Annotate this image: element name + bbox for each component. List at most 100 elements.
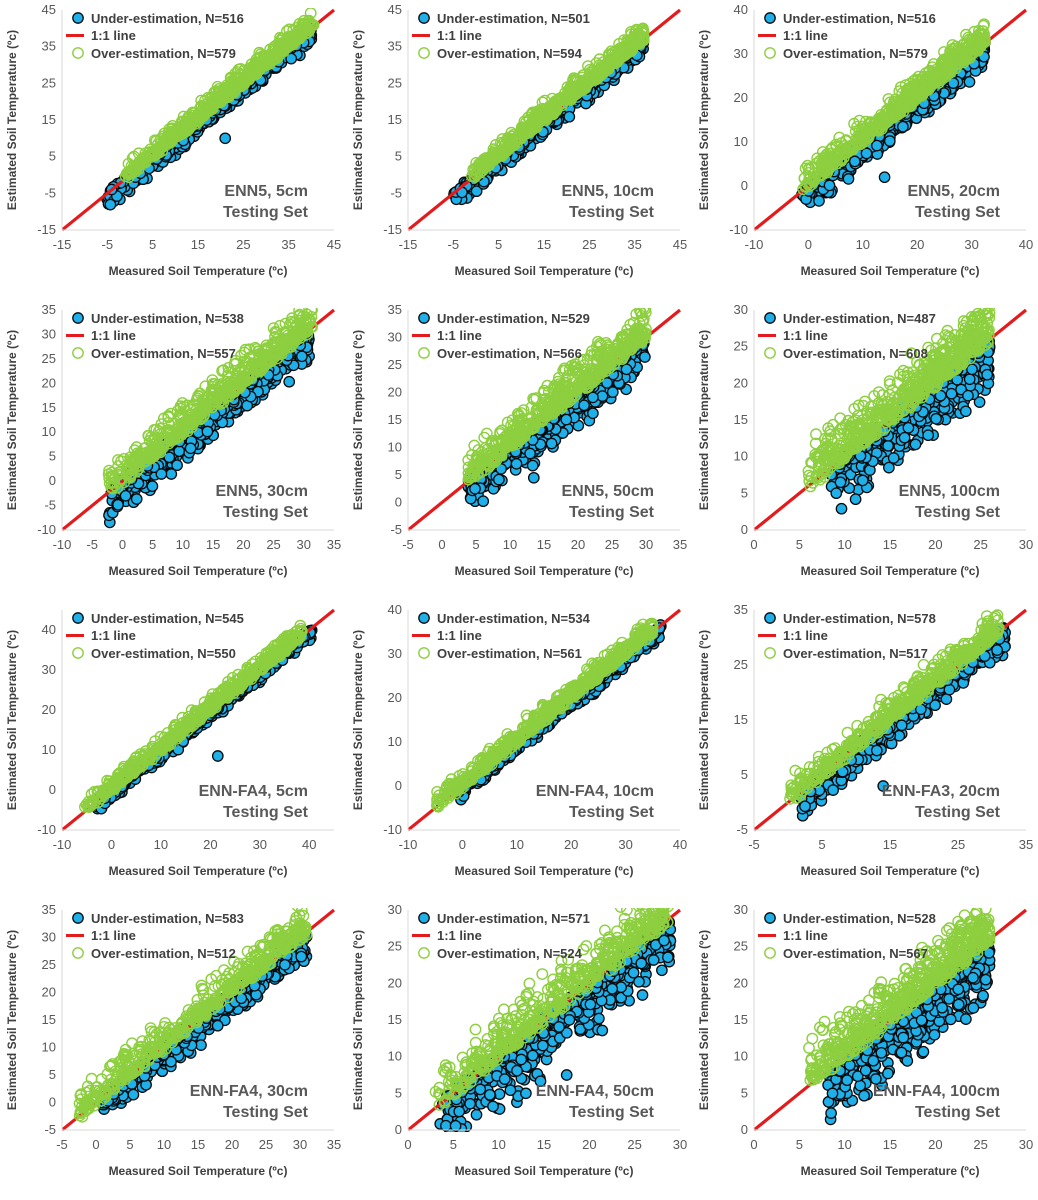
y-tick-label: -10 <box>37 522 56 537</box>
data-point <box>803 180 816 192</box>
x-tick-label: 30 <box>297 537 311 552</box>
data-point <box>109 471 122 483</box>
data-point <box>842 173 855 185</box>
x-tick-label: 0 <box>119 537 126 552</box>
data-point <box>871 139 883 152</box>
legend-line-label: 1:1 line <box>783 28 828 43</box>
data-point <box>173 411 186 424</box>
data-point <box>124 451 137 464</box>
data-point <box>263 352 276 365</box>
data-point <box>283 375 296 388</box>
data-point <box>567 75 580 88</box>
scatter-panel-1: -15 -5 5 15 25 35 45 -15 -5 5 15 25 35 45 Measured Soi… <box>0 0 346 300</box>
data-point <box>243 343 256 356</box>
data-point <box>244 69 257 81</box>
data-point <box>219 132 232 145</box>
x-tick-label: 15 <box>537 237 551 252</box>
legend-under-marker <box>764 12 776 24</box>
data-point <box>201 105 214 118</box>
panel-label-set: Testing Set <box>569 204 655 221</box>
panel-label-set: Testing Set <box>915 204 1001 221</box>
x-tick-label: -15 <box>399 237 418 252</box>
data-point <box>872 124 884 137</box>
data-point <box>508 132 521 145</box>
data-point <box>851 120 864 133</box>
y-tick-label: 15 <box>42 400 56 415</box>
data-point <box>199 380 212 393</box>
x-tick-label: 5 <box>495 237 502 252</box>
series-over-estimation <box>102 308 318 495</box>
data-point <box>131 447 144 460</box>
data-point <box>498 139 511 151</box>
plot-area <box>408 8 682 232</box>
y-tick-label: 35 <box>388 39 402 54</box>
y-tick-label: 20 <box>734 90 748 105</box>
data-point <box>189 110 202 123</box>
data-point <box>470 185 483 198</box>
data-point <box>177 423 190 436</box>
legend-under-marker <box>72 12 84 24</box>
data-point <box>950 57 963 70</box>
x-axis-title: Measured Soil Temperature (ºc) <box>109 564 288 578</box>
data-point <box>880 105 893 118</box>
y-tick-label: 45 <box>42 2 56 17</box>
x-axis-title: Measured Soil Temperature (ºc) <box>801 264 980 278</box>
data-point <box>591 67 604 80</box>
x-tick-label: 25 <box>266 537 280 552</box>
data-point <box>104 198 117 211</box>
data-point <box>912 89 925 102</box>
data-point <box>222 362 235 374</box>
data-point <box>526 459 539 472</box>
x-tick-label: 25 <box>236 237 250 252</box>
x-tick-label: 25 <box>582 237 596 252</box>
data-point <box>173 445 186 458</box>
data-point <box>905 97 918 110</box>
x-tick-label: -10 <box>53 537 72 552</box>
data-point <box>859 135 871 148</box>
data-point <box>471 165 484 178</box>
data-point <box>220 81 233 94</box>
data-point <box>177 118 190 131</box>
x-tick-label: 35 <box>627 237 641 252</box>
series-over-estimation <box>797 18 991 196</box>
data-point <box>298 326 311 338</box>
data-point <box>865 125 878 138</box>
plot-area <box>408 308 682 532</box>
data-point <box>140 454 153 467</box>
data-point <box>906 80 919 93</box>
data-point <box>887 98 900 111</box>
x-tick-label: 5 <box>149 237 156 252</box>
legend-over-marker <box>418 47 430 59</box>
data-point <box>632 34 645 47</box>
data-point <box>831 149 844 162</box>
y-tick-label: 40 <box>734 2 748 17</box>
data-point <box>254 364 267 377</box>
data-point <box>171 459 183 472</box>
data-point <box>166 432 179 445</box>
panel-label-set: Testing Set <box>223 204 309 221</box>
data-point <box>970 32 983 45</box>
data-point <box>978 34 991 47</box>
data-point <box>106 482 119 495</box>
legend-over-label: Over-estimation, N=579 <box>91 46 236 61</box>
data-point <box>254 360 267 372</box>
y-tick-label: 25 <box>388 75 402 90</box>
data-point <box>261 51 273 64</box>
panel-label-set: Testing Set <box>223 504 309 521</box>
data-point <box>977 36 990 48</box>
y-tick-label: 25 <box>42 75 56 90</box>
legend-under-label: Under-estimation, N=538 <box>91 311 244 326</box>
data-point <box>236 77 248 90</box>
data-point <box>279 317 292 330</box>
data-point <box>163 434 176 447</box>
data-point <box>218 390 230 402</box>
data-point <box>162 410 175 422</box>
data-point <box>963 76 976 88</box>
data-point <box>276 42 289 55</box>
y-axis-title: Estimated Soil Temperature (ºc) <box>5 330 19 510</box>
y-tick-label: -10 <box>729 222 748 237</box>
data-point <box>146 480 159 493</box>
data-point <box>563 110 576 123</box>
